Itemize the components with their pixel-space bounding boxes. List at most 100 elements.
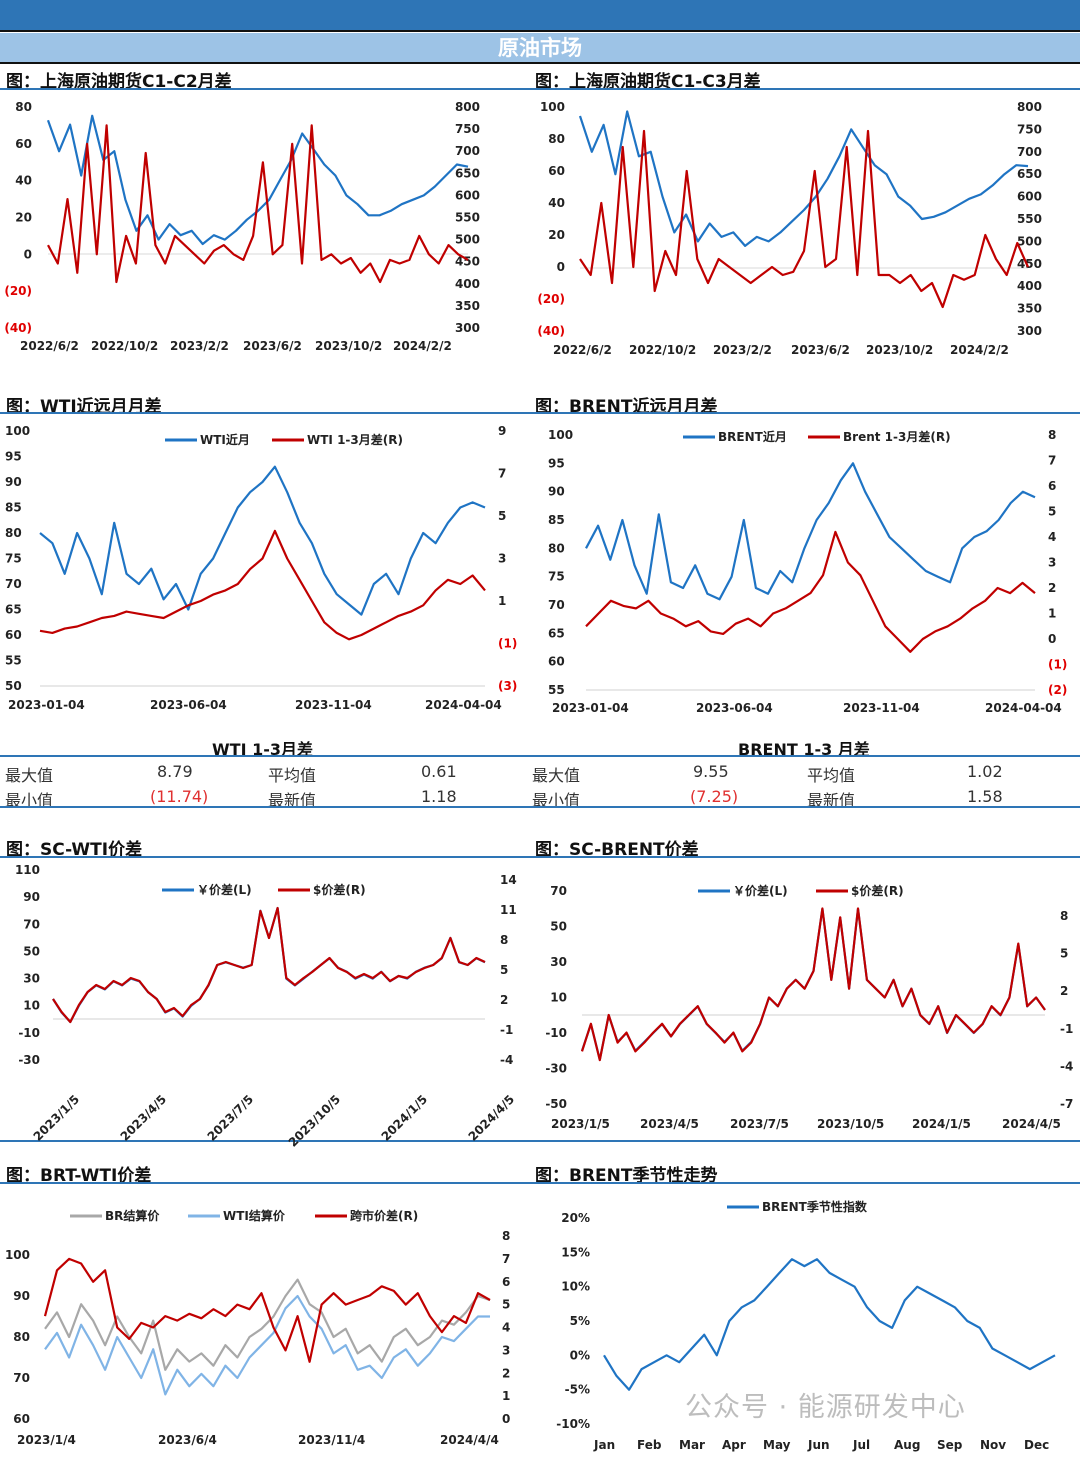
left-axis-tick-label: 70 [5,577,22,591]
right-axis-tick-label: (1) [498,637,517,651]
divider [0,806,1080,808]
right-axis-tick-label: -1 [500,1023,513,1037]
left-axis-tick-label: 95 [548,456,565,470]
chart-title-scwti: 图：SC-WTI价差 [6,840,143,860]
x-axis-tick-label: 2023/2/2 [170,339,229,353]
legend-label: ￥价差(L) [197,882,252,897]
x-axis-tick-label: 2024-04-04 [425,698,502,712]
right-axis-tick-label: 800 [455,100,480,114]
left-axis-tick-label: -10 [545,1026,567,1040]
left-axis-tick-label: 0 [557,260,565,274]
left-axis-tick-label: 50 [5,679,22,693]
left-axis-tick-label: 65 [5,603,22,617]
left-axis-tick-label: -10% [556,1417,590,1431]
right-axis-tick-label: 2 [500,993,508,1007]
x-axis-tick-label: 2023/10/5 [817,1117,884,1131]
left-axis-tick-label: -30 [18,1053,40,1067]
legend-label: BR结算价 [105,1208,160,1223]
x-axis-tick-label: 2023/6/2 [791,343,850,357]
right-axis-tick-label: 9 [498,424,506,438]
right-axis-tick-label: 400 [455,277,480,291]
right-axis-tick-label: 4 [1048,530,1056,544]
left-axis-tick-label: 60 [5,628,22,642]
left-axis-tick-label: 20 [15,211,32,225]
left-axis-tick-label: (40) [4,321,32,335]
x-axis-tick-label: 2023/1/4 [17,1433,76,1447]
divider [0,88,1080,90]
right-axis-tick-label: 8 [500,933,508,947]
stat-value: 0.61 [421,762,457,781]
stat-label: 平均值 [268,766,317,785]
right-axis-tick-label: -7 [1060,1097,1073,1111]
series-line-scwti-1 [52,906,486,1024]
series-line-brent-1 [585,530,1036,653]
right-axis-tick-label: 500 [455,233,480,247]
left-axis-tick-label: 60 [548,164,565,178]
left-axis-tick-label: -10 [18,1026,40,1040]
x-axis-tick-label: 2023/10/2 [866,343,933,357]
x-axis-tick-label: 2022/10/2 [91,339,158,353]
left-axis-tick-label: 100 [5,1248,30,1262]
legend-label: WTI结算价 [223,1208,286,1223]
chart-title-brtwti: 图：BRT-WTI价差 [6,1166,152,1186]
right-axis-tick-label: 2 [1048,581,1056,595]
x-axis-tick-label: Nov [980,1438,1006,1452]
divider [0,1182,1080,1184]
left-axis-tick-label: 20 [548,228,565,242]
legend-label: BRENT季节性指数 [762,1199,868,1214]
chart-brtwti: 100 90 80 70 60 8 7 6 5 4 3 2 1 0 2023/1/4 2023/6/4 2023… [5,1208,510,1447]
left-axis-tick-label: (40) [537,324,565,338]
right-axis-tick-label: 5 [500,963,508,977]
left-axis-tick-label: 95 [5,450,22,464]
legend-label: $价差(R) [851,883,904,898]
legend-label: ￥价差(L) [733,883,788,898]
x-axis-tick-label: 2023/1/5 [31,1092,83,1144]
right-axis-tick-label: 3 [498,552,506,566]
left-axis-tick-label: 85 [5,501,22,515]
series-line-brtwti-2 [43,1257,491,1363]
left-axis-tick-label: 65 [548,626,565,640]
right-axis-tick-label: 4 [502,1321,510,1335]
x-axis-tick-label: 2023/6/2 [243,339,302,353]
chart-c1: 80 60 40 20 0 (20) (40) 800 750 700 650 600 550 500 45… [4,100,480,353]
x-axis-tick-label: 2023/6/4 [158,1433,217,1447]
wti-stats-title: WTI 1-3月差 [212,740,313,759]
left-axis-tick-label: 70 [550,884,567,898]
right-axis-tick-label: 700 [455,144,480,158]
x-axis-tick-label: 2023/10/2 [315,339,382,353]
x-axis-tick-label: Jul [852,1438,870,1452]
stat-value: 1.58 [967,787,1003,806]
x-axis-tick-label: 2024/4/5 [1002,1117,1061,1131]
left-axis-tick-label: 50 [550,920,567,934]
left-axis-tick-label: 80 [13,1330,30,1344]
x-axis-tick-label: 2023-01-04 [8,698,85,712]
series-line-brent-0 [585,462,1036,601]
left-axis-tick-label: (20) [537,292,565,306]
left-axis-tick-label: 10% [561,1280,590,1294]
right-axis-tick-label: 8 [1060,909,1068,923]
left-axis-tick-label: 75 [5,552,22,566]
right-axis-tick-label: (2) [1048,683,1067,697]
right-axis-tick-label: 8 [502,1229,510,1243]
x-axis-tick-label: 2024/1/5 [912,1117,971,1131]
right-axis-tick-label: 600 [1017,190,1042,204]
left-axis-tick-label: 100 [5,424,30,438]
x-axis-tick-label: May [763,1438,791,1452]
right-axis-tick-label: 750 [1017,122,1042,136]
left-axis-tick-label: 70 [13,1371,30,1385]
right-axis-tick-label: 6 [502,1275,510,1289]
stat-label: 最大值 [532,766,581,785]
series-line-brtwti-1 [44,1294,490,1396]
chart-brent: 100959085807570656055876543210(1)(2)2023… [548,428,1067,715]
left-axis-tick-label: 55 [5,654,22,668]
left-axis-tick-label: 60 [15,137,32,151]
x-axis-tick-label: Jan [593,1438,615,1452]
x-axis-tick-label: 2023-01-04 [552,701,629,715]
left-axis-tick-label: -5% [565,1383,590,1397]
left-axis-tick-label: 15% [561,1245,590,1259]
divider [0,1140,1080,1142]
left-axis-tick-label: 90 [23,890,40,904]
right-axis-tick-label: 650 [1017,167,1042,181]
left-axis-tick-label: 90 [13,1289,30,1303]
series-line-wti-0 [39,465,486,616]
